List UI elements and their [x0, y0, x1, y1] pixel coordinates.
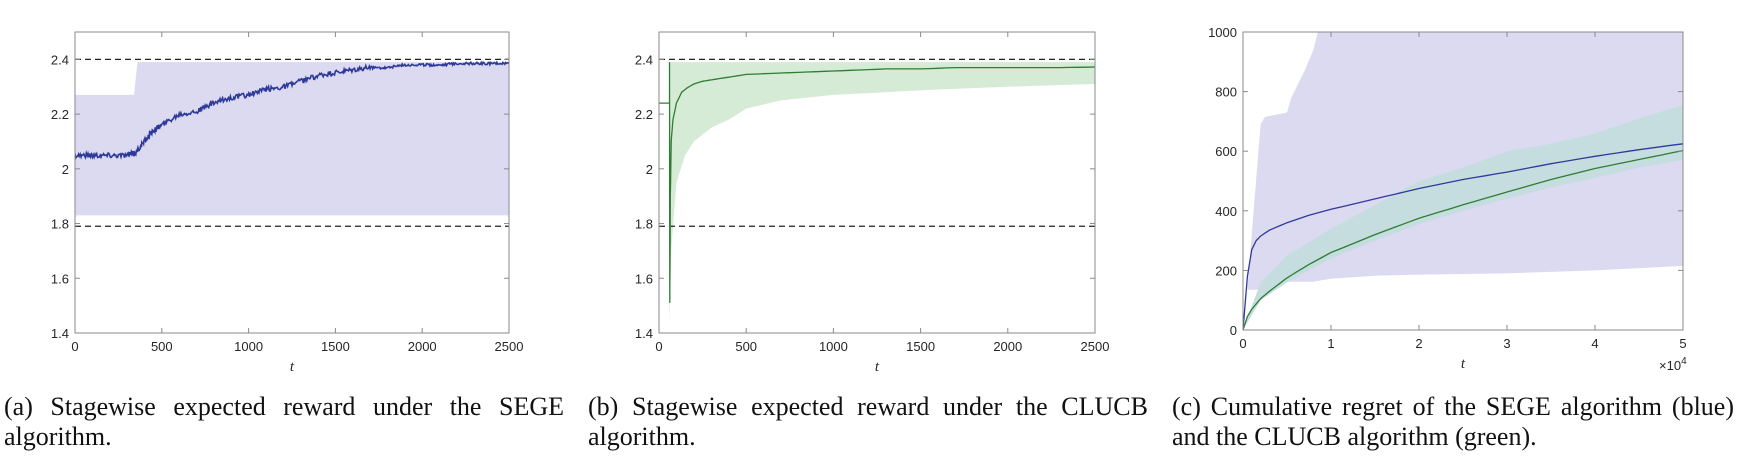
- x-tick-label: 2000: [408, 339, 437, 354]
- x-tick-label: 4: [1591, 336, 1598, 351]
- y-tick-label: 2.4: [635, 52, 653, 67]
- x-tick-label: 2: [1415, 336, 1422, 351]
- x-axis-label: t: [875, 359, 880, 375]
- x-axis-multiplier: ×104: [1659, 356, 1687, 373]
- x-tick-label: 500: [151, 339, 173, 354]
- x-tick-label: 1: [1327, 336, 1334, 351]
- y-tick-label: 1.4: [51, 326, 69, 341]
- y-tick-label: 600: [1215, 144, 1237, 159]
- axes-frame: [1242, 31, 1684, 331]
- y-tick-label: 1.8: [51, 217, 69, 232]
- y-tick-label: 1.6: [635, 271, 653, 286]
- x-tick-label: 1000: [234, 339, 263, 354]
- x-axis-label: t: [1461, 356, 1466, 372]
- plot-area: [659, 58, 1095, 328]
- x-tick-label: 3: [1503, 336, 1510, 351]
- y-tick-label: 1.6: [51, 271, 69, 286]
- axes-frame: [74, 31, 510, 334]
- y-tick-label: 1.8: [635, 217, 653, 232]
- range-band: [75, 62, 509, 216]
- y-tick-label: 1.4: [635, 326, 653, 341]
- x-tick-label: 0: [71, 339, 78, 354]
- chart-b: 0 500 1000 1500 2000 2500 1.4 1.6 1.8 2 2.2 2.4 t: [635, 31, 1110, 375]
- plot-area: [1243, 32, 1683, 330]
- y-tick-label: 2.4: [51, 52, 69, 67]
- y-tick-label: 1000: [1208, 25, 1237, 40]
- series-line: [1243, 143, 1683, 330]
- x-tick-label: 0: [1239, 336, 1246, 351]
- x-tick-label: 5: [1679, 336, 1686, 351]
- x-tick-label: 1500: [906, 339, 935, 354]
- plot-area: [75, 58, 509, 227]
- caption-c: (c) Cumulative regret of the SEGE algori…: [1172, 392, 1734, 451]
- range-band: [1243, 105, 1683, 330]
- y-tick-label: 400: [1215, 204, 1237, 219]
- axes-frame: [658, 31, 1096, 334]
- x-tick-label: 2000: [993, 339, 1022, 354]
- x-axis-label: t: [290, 359, 295, 375]
- caption-a: (a) Stagewise expected reward under the …: [4, 392, 564, 451]
- series-line: [1243, 149, 1683, 330]
- x-tick-label: 2500: [495, 339, 524, 354]
- y-tick-label: 2.2: [51, 107, 69, 122]
- x-tick-label: 0: [655, 339, 662, 354]
- caption-b: (b) Stagewise expected reward under the …: [588, 392, 1148, 451]
- series-line: [659, 62, 1095, 303]
- chart-c: 0 1 2 3 4 5 0 200 400 600 800 1000 t ×104: [1208, 25, 1687, 373]
- y-tick-label: 2: [646, 162, 653, 177]
- x-tick-label: 1500: [321, 339, 350, 354]
- y-tick-label: 200: [1215, 263, 1237, 278]
- range-band: [669, 62, 1095, 328]
- y-tick-label: 800: [1215, 85, 1237, 100]
- x-tick-label: 500: [735, 339, 757, 354]
- y-tick-label: 2: [62, 162, 69, 177]
- y-tick-label: 2.2: [635, 107, 653, 122]
- series-line: [75, 60, 509, 161]
- y-tick-label: 0: [1230, 323, 1237, 338]
- chart-a: 0 500 1000 1500 2000 2500 1.4 1.6 1.8 2 2.2 2.4 t: [51, 31, 524, 375]
- x-tick-label: 2500: [1081, 339, 1110, 354]
- x-tick-label: 1000: [819, 339, 848, 354]
